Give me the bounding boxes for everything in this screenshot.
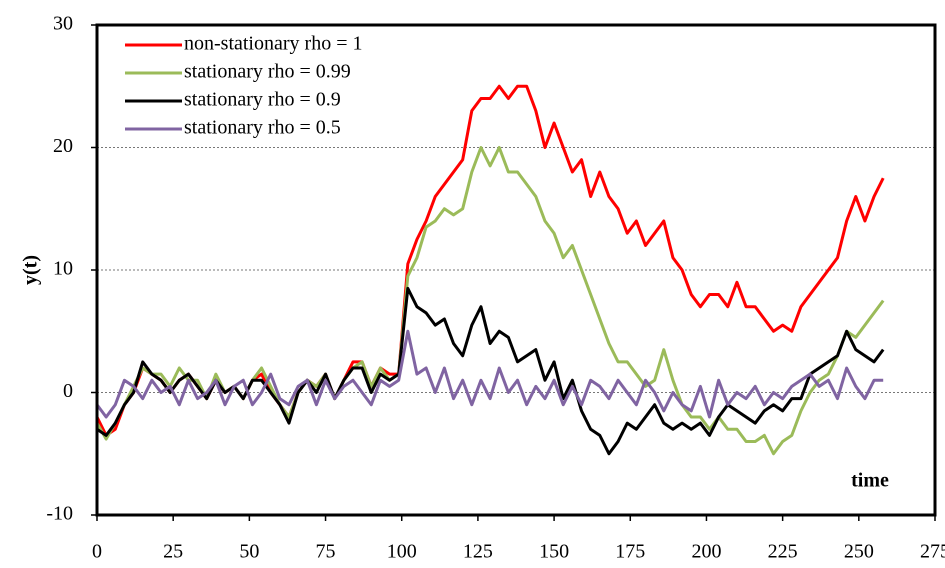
- x-tick-label: 25: [163, 541, 183, 563]
- y-tick-label: -10: [46, 503, 73, 525]
- y-tick-label: 30: [53, 13, 73, 35]
- legend-label: stationary rho = 0.9: [184, 89, 341, 111]
- series-line: [95, 329, 884, 419]
- y-tick-label: 10: [53, 258, 73, 280]
- x-tick-label: 50: [239, 541, 259, 563]
- x-tick-label: 0: [92, 541, 102, 563]
- y-tick-label: 20: [53, 135, 73, 157]
- x-tick-label: 250: [844, 541, 874, 563]
- series-line: [95, 146, 885, 456]
- x-tick-label: 175: [615, 541, 645, 563]
- series-line: [96, 286, 885, 456]
- x-tick-label: 75: [316, 541, 336, 563]
- y-axis-label: y(t): [20, 255, 42, 285]
- x-tick-label: 225: [768, 541, 798, 563]
- x-tick-label: 200: [691, 541, 721, 563]
- x-axis-label: time: [851, 470, 889, 492]
- x-tick-label: 100: [387, 541, 417, 563]
- x-tick-label: 150: [539, 541, 569, 563]
- legend-label: non-stationary rho = 1: [184, 33, 362, 55]
- legend-label: stationary rho = 0.5: [184, 117, 341, 139]
- x-tick-label: 275: [920, 541, 945, 563]
- y-tick-label: 0: [63, 380, 73, 402]
- x-tick-label: 125: [463, 541, 493, 563]
- legend-label: stationary rho = 0.99: [184, 61, 351, 83]
